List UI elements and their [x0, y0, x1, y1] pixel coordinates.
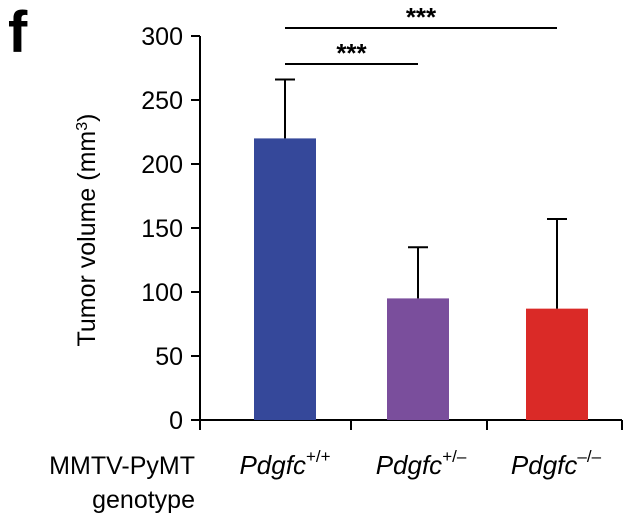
category-label: Pdgfc+/+: [239, 447, 330, 480]
significance-label: ***: [406, 2, 437, 32]
bar: [526, 308, 588, 420]
panel-letter: f: [8, 0, 28, 65]
significance-label: ***: [336, 38, 367, 68]
y-tick-label: 250: [141, 87, 183, 115]
genotype-label-line2: genotype: [92, 486, 195, 514]
y-tick-label: 100: [141, 279, 183, 307]
bar: [254, 138, 316, 420]
y-tick-label: 0: [169, 407, 183, 435]
genotype-label-line1: MMTV-PyMT: [49, 452, 195, 480]
bar: [387, 298, 449, 420]
y-axis-title: Tumor volume (mm3): [73, 114, 101, 347]
y-tick-label: 200: [141, 151, 183, 179]
x-axis: [199, 419, 623, 430]
y-tick-label: 50: [155, 343, 183, 371]
error-bars: [275, 78, 567, 309]
y-axis: 0 50 100 150 200 250 300: [141, 23, 201, 435]
category-labels: Pdgfc+/+ Pdgfc+/– Pdgfc–/–: [239, 447, 601, 480]
bars: [254, 138, 588, 420]
y-tick-label: 300: [141, 23, 183, 51]
significance-brackets: *** ***: [285, 2, 557, 68]
y-tick-label: 150: [141, 215, 183, 243]
category-label: Pdgfc+/–: [376, 447, 467, 480]
category-label: Pdgfc–/–: [511, 447, 602, 480]
